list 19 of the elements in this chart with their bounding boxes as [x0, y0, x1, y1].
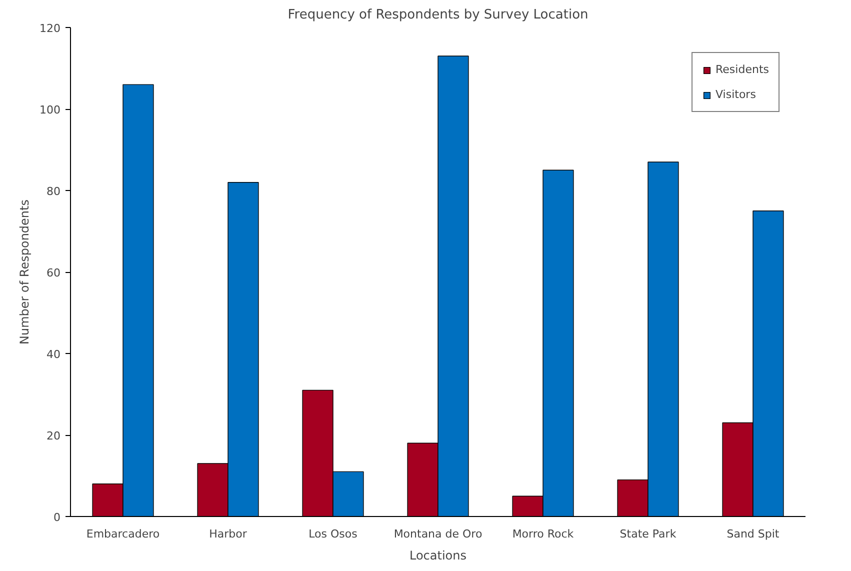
x-axis-title: Locations	[409, 548, 467, 562]
legend-label: Visitors	[716, 88, 756, 101]
x-tick-label: Morro Rock	[512, 528, 574, 540]
y-axis-title: Number of Respondents	[18, 200, 32, 344]
x-tick-label: Embarcadero	[86, 528, 160, 540]
chart-title: Frequency of Respondents by Survey Location	[288, 8, 588, 22]
y-tick-label: 0	[54, 511, 60, 524]
x-tick-label: Sand Spit	[726, 528, 780, 540]
y-tick-label: 80	[46, 185, 61, 198]
x-tick-label: Los Osos	[308, 528, 358, 540]
y-tick-label: 120	[40, 22, 61, 35]
x-tick-label: State Park	[620, 528, 677, 540]
y-tick-label: 100	[40, 104, 61, 116]
x-tick-label: Harbor	[209, 528, 248, 540]
y-tick-label: 20	[46, 430, 61, 442]
y-tick-label: 40	[46, 348, 61, 361]
legend-label: Residents	[716, 63, 769, 76]
y-tick-label: 60	[46, 266, 61, 280]
x-tick-label: Montana de Oro	[394, 528, 482, 540]
